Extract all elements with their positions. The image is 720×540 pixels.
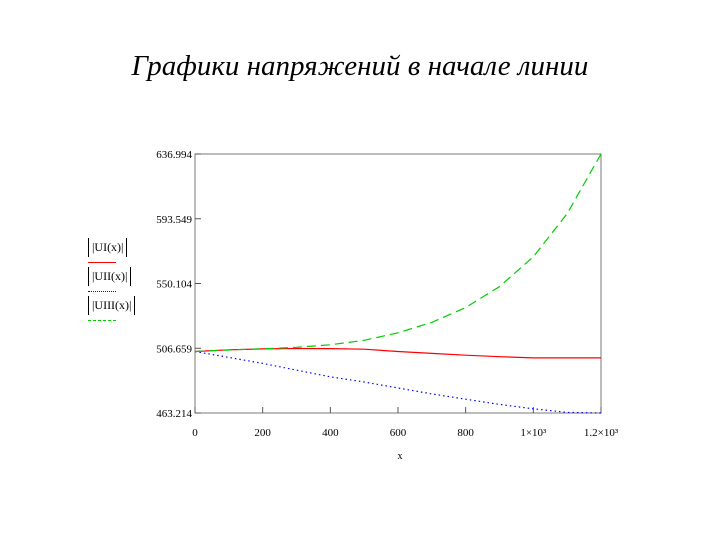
legend-label-uiii: |UIII(x)| <box>88 296 136 315</box>
x-tick-label-5: 1×10³ <box>520 427 547 439</box>
x-tick-label-6: 1.2×10³ <box>584 427 619 439</box>
legend-label-uii: |UII(x)| <box>88 267 132 286</box>
y-tick-label-2: 550.104 <box>156 279 192 291</box>
x-tick-label-3: 600 <box>390 427 407 439</box>
y-tick-label-3: 593.549 <box>156 214 192 226</box>
y-tick-label-1: 506.659 <box>156 343 192 355</box>
legend-swatch-ui <box>88 262 116 263</box>
x-tick-label-2: 400 <box>322 427 339 439</box>
legend-entry-uiii: |UIII(x)| <box>86 296 146 325</box>
y-tick-label-4: 636.994 <box>156 149 192 161</box>
chart-legend: |UI(x)| |UII(x)| |UIII(x)| <box>86 238 146 325</box>
x-tick-label-0: 0 <box>192 427 198 439</box>
x-tick-label-1: 200 <box>254 427 271 439</box>
series-line-1 <box>194 350 602 414</box>
legend-swatch-uii <box>88 291 116 292</box>
slide-title: Графики напряжений в начале линии <box>131 50 589 82</box>
legend-swatch-uiii <box>88 320 116 321</box>
y-tick-label-0: 463.214 <box>156 408 192 420</box>
legend-label-ui: |UI(x)| <box>88 238 128 257</box>
x-tick-label-4: 800 <box>457 427 474 439</box>
legend-entry-uii: |UII(x)| <box>86 267 146 296</box>
legend-entry-ui: |UI(x)| <box>86 238 146 267</box>
series-line-0 <box>194 347 601 359</box>
series-line-2 <box>194 153 602 353</box>
x-axis-title: x <box>398 451 403 462</box>
plot-frame <box>194 153 602 414</box>
